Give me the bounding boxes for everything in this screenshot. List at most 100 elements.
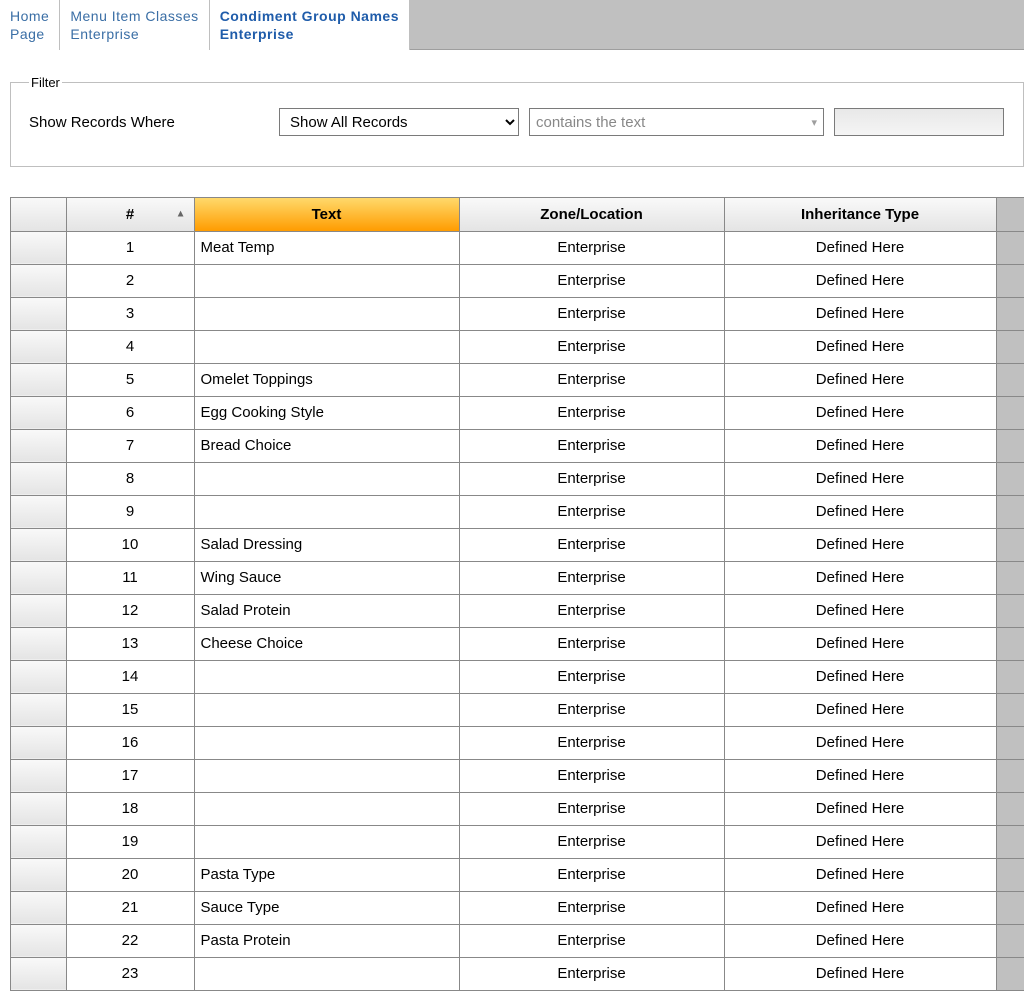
- filter-field-select[interactable]: Show All Records: [279, 108, 519, 136]
- cell-num[interactable]: 6: [66, 396, 194, 429]
- cell-text[interactable]: [194, 957, 459, 990]
- cell-text[interactable]: [194, 660, 459, 693]
- cell-zone[interactable]: Enterprise: [459, 396, 724, 429]
- cell-num[interactable]: 9: [66, 495, 194, 528]
- cell-text[interactable]: [194, 825, 459, 858]
- row-header[interactable]: [11, 396, 66, 429]
- cell-inheritance[interactable]: Defined Here: [724, 759, 996, 792]
- table-row[interactable]: 16 EnterpriseDefined Here: [11, 726, 1024, 759]
- cell-num[interactable]: 21: [66, 891, 194, 924]
- cell-inheritance[interactable]: Defined Here: [724, 858, 996, 891]
- cell-inheritance[interactable]: Defined Here: [724, 693, 996, 726]
- cell-num[interactable]: 2: [66, 264, 194, 297]
- cell-zone[interactable]: Enterprise: [459, 429, 724, 462]
- cell-text[interactable]: [194, 264, 459, 297]
- cell-text[interactable]: [194, 726, 459, 759]
- cell-inheritance[interactable]: Defined Here: [724, 429, 996, 462]
- row-header[interactable]: [11, 297, 66, 330]
- row-header[interactable]: [11, 693, 66, 726]
- table-row[interactable]: 6Egg Cooking StyleEnterpriseDefined Here: [11, 396, 1024, 429]
- cell-inheritance[interactable]: Defined Here: [724, 495, 996, 528]
- cell-text[interactable]: Egg Cooking Style: [194, 396, 459, 429]
- table-row[interactable]: 15 EnterpriseDefined Here: [11, 693, 1024, 726]
- cell-text[interactable]: Pasta Type: [194, 858, 459, 891]
- cell-zone[interactable]: Enterprise: [459, 792, 724, 825]
- table-row[interactable]: 12Salad ProteinEnterpriseDefined Here: [11, 594, 1024, 627]
- row-header[interactable]: [11, 825, 66, 858]
- cell-zone[interactable]: Enterprise: [459, 297, 724, 330]
- table-row[interactable]: 7Bread ChoiceEnterpriseDefined Here: [11, 429, 1024, 462]
- cell-text[interactable]: [194, 330, 459, 363]
- cell-num[interactable]: 8: [66, 462, 194, 495]
- filter-value-input[interactable]: [834, 108, 1004, 136]
- cell-num[interactable]: 14: [66, 660, 194, 693]
- cell-inheritance[interactable]: Defined Here: [724, 891, 996, 924]
- cell-inheritance[interactable]: Defined Here: [724, 726, 996, 759]
- cell-text[interactable]: Bread Choice: [194, 429, 459, 462]
- row-header[interactable]: [11, 264, 66, 297]
- row-header[interactable]: [11, 462, 66, 495]
- table-row[interactable]: 3EnterpriseDefined Here: [11, 297, 1024, 330]
- cell-num[interactable]: 23: [66, 957, 194, 990]
- row-header[interactable]: [11, 627, 66, 660]
- cell-num[interactable]: 10: [66, 528, 194, 561]
- table-row[interactable]: 11Wing SauceEnterpriseDefined Here: [11, 561, 1024, 594]
- tab-home[interactable]: Home Page: [0, 0, 60, 50]
- cell-text[interactable]: Omelet Toppings: [194, 363, 459, 396]
- cell-zone[interactable]: Enterprise: [459, 660, 724, 693]
- row-header[interactable]: [11, 726, 66, 759]
- cell-text[interactable]: Wing Sauce: [194, 561, 459, 594]
- cell-inheritance[interactable]: Defined Here: [724, 330, 996, 363]
- cell-num[interactable]: 13: [66, 627, 194, 660]
- cell-inheritance[interactable]: Defined Here: [724, 561, 996, 594]
- cell-text[interactable]: [194, 759, 459, 792]
- cell-zone[interactable]: Enterprise: [459, 528, 724, 561]
- cell-text[interactable]: [194, 792, 459, 825]
- cell-text[interactable]: Meat Temp: [194, 231, 459, 264]
- table-row[interactable]: 20Pasta TypeEnterpriseDefined Here: [11, 858, 1024, 891]
- table-row[interactable]: 18EnterpriseDefined Here: [11, 792, 1024, 825]
- cell-text[interactable]: Salad Protein: [194, 594, 459, 627]
- row-header[interactable]: [11, 858, 66, 891]
- cell-zone[interactable]: Enterprise: [459, 594, 724, 627]
- cell-inheritance[interactable]: Defined Here: [724, 363, 996, 396]
- row-header[interactable]: [11, 330, 66, 363]
- table-row[interactable]: 4 EnterpriseDefined Here: [11, 330, 1024, 363]
- cell-num[interactable]: 20: [66, 858, 194, 891]
- cell-zone[interactable]: Enterprise: [459, 363, 724, 396]
- cell-zone[interactable]: Enterprise: [459, 462, 724, 495]
- cell-num[interactable]: 16: [66, 726, 194, 759]
- cell-zone[interactable]: Enterprise: [459, 825, 724, 858]
- cell-inheritance[interactable]: Defined Here: [724, 264, 996, 297]
- cell-zone[interactable]: Enterprise: [459, 627, 724, 660]
- table-row[interactable]: 22Pasta ProteinEnterpriseDefined Here: [11, 924, 1024, 957]
- cell-num[interactable]: 18: [66, 792, 194, 825]
- table-row[interactable]: 13Cheese ChoiceEnterpriseDefined Here: [11, 627, 1024, 660]
- tab-menu-item-classes[interactable]: Menu Item Classes Enterprise: [60, 0, 209, 50]
- cell-zone[interactable]: Enterprise: [459, 957, 724, 990]
- cell-inheritance[interactable]: Defined Here: [724, 462, 996, 495]
- grid-header-zone[interactable]: Zone/Location: [459, 198, 724, 231]
- cell-num[interactable]: 15: [66, 693, 194, 726]
- cell-text[interactable]: Pasta Protein: [194, 924, 459, 957]
- cell-zone[interactable]: Enterprise: [459, 693, 724, 726]
- table-row[interactable]: 5Omelet ToppingsEnterpriseDefined Here: [11, 363, 1024, 396]
- cell-text[interactable]: [194, 462, 459, 495]
- table-row[interactable]: 21Sauce TypeEnterpriseDefined Here: [11, 891, 1024, 924]
- cell-num[interactable]: 11: [66, 561, 194, 594]
- cell-num[interactable]: 5: [66, 363, 194, 396]
- cell-text[interactable]: Sauce Type: [194, 891, 459, 924]
- cell-num[interactable]: 3: [66, 297, 194, 330]
- tab-condiment-group-names[interactable]: Condiment Group Names Enterprise: [210, 0, 410, 50]
- cell-zone[interactable]: Enterprise: [459, 495, 724, 528]
- cell-zone[interactable]: Enterprise: [459, 330, 724, 363]
- cell-inheritance[interactable]: Defined Here: [724, 528, 996, 561]
- table-row[interactable]: 2EnterpriseDefined Here: [11, 264, 1024, 297]
- row-header[interactable]: [11, 594, 66, 627]
- cell-text[interactable]: Salad Dressing: [194, 528, 459, 561]
- grid-header-text[interactable]: Text: [194, 198, 459, 231]
- table-row[interactable]: 1Meat TempEnterpriseDefined Here: [11, 231, 1024, 264]
- row-header[interactable]: [11, 924, 66, 957]
- cell-num[interactable]: 4: [66, 330, 194, 363]
- cell-zone[interactable]: Enterprise: [459, 726, 724, 759]
